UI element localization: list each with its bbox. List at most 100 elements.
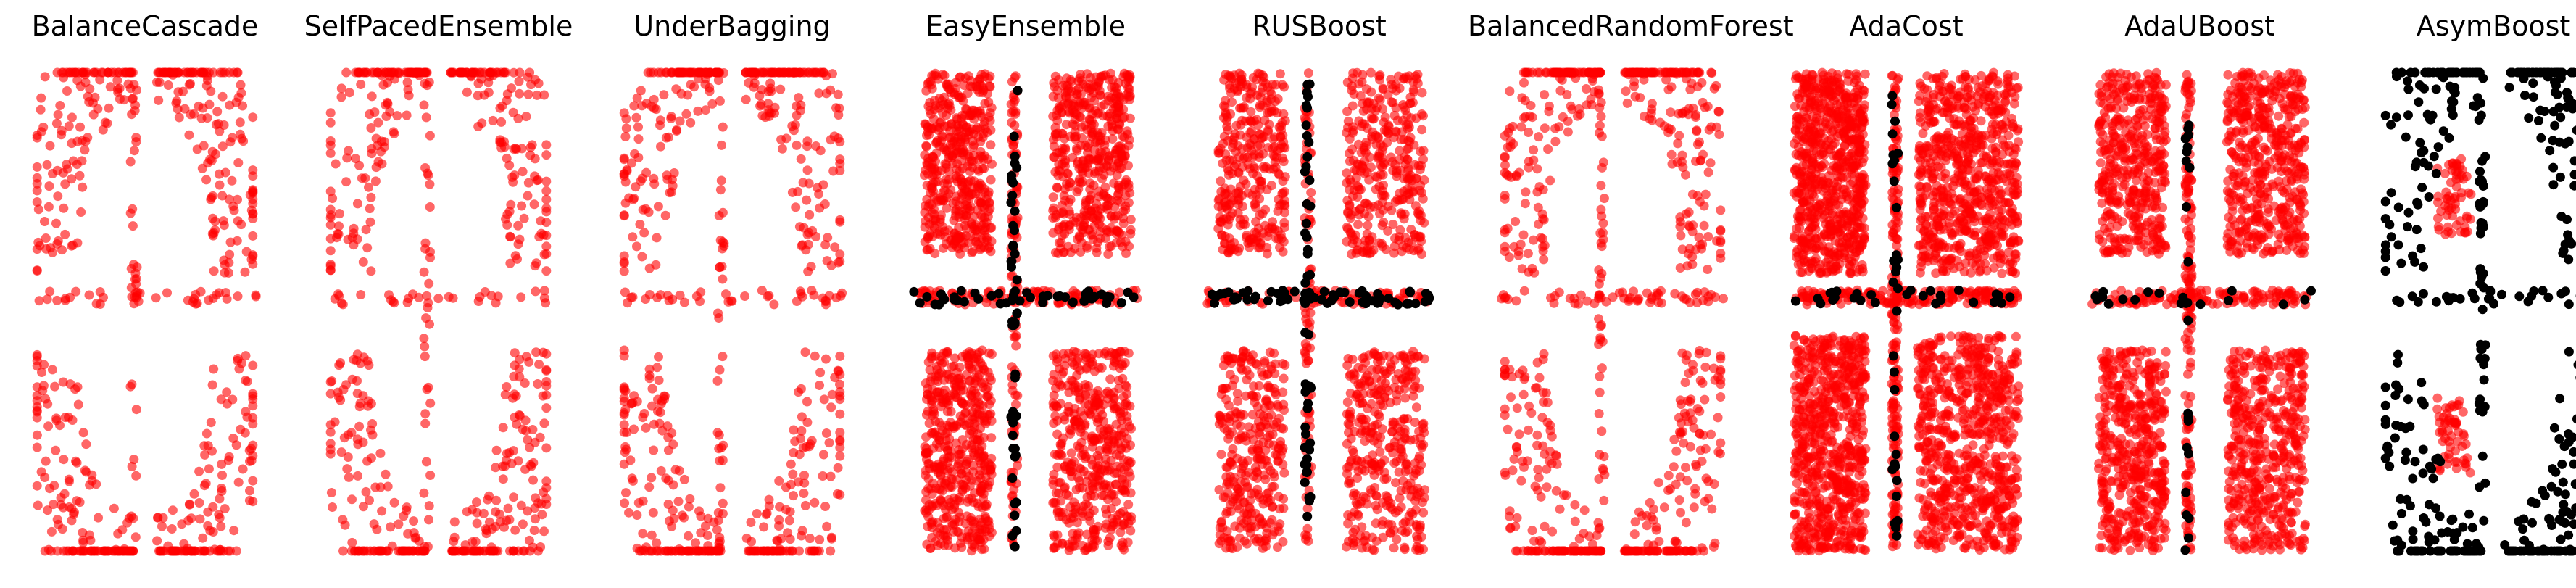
selected-point (757, 85, 767, 95)
selected-point (129, 455, 139, 465)
selected-point (1275, 504, 1284, 514)
selected-point (961, 468, 971, 478)
selected-point (201, 428, 212, 439)
selected-point (835, 217, 845, 227)
selected-point (921, 504, 931, 514)
unselected-point (1129, 292, 1139, 302)
selected-point (39, 360, 49, 370)
selected-point (987, 159, 997, 169)
selected-point (515, 372, 525, 382)
selected-point (835, 394, 845, 405)
selected-point (781, 133, 792, 144)
selected-point (225, 237, 236, 247)
selected-point (973, 165, 983, 174)
selected-point (192, 298, 202, 308)
selected-point (635, 220, 645, 229)
selected-point (633, 134, 644, 144)
selected-point (794, 93, 804, 103)
selected-point (420, 163, 431, 173)
selected-point (1228, 444, 1238, 454)
selected-point (80, 67, 90, 78)
selected-point (956, 194, 966, 204)
selected-point (38, 381, 49, 391)
selected-point (1342, 178, 1352, 188)
selected-point (333, 387, 343, 397)
selected-point (639, 228, 649, 238)
selected-point (65, 379, 75, 389)
selected-point (1066, 247, 1076, 257)
selected-point (1124, 241, 1134, 252)
selected-point (184, 130, 194, 140)
selected-point (621, 488, 631, 498)
selected-point (789, 125, 799, 136)
selected-point (1397, 526, 1407, 536)
selected-point (1070, 120, 1080, 131)
selected-point (1116, 92, 1126, 102)
selected-point (340, 520, 350, 530)
selected-point (225, 546, 235, 556)
selected-point (433, 294, 444, 304)
selected-point (220, 504, 230, 514)
selected-point (764, 291, 774, 301)
selected-point (251, 290, 261, 300)
selected-point (113, 84, 122, 94)
selected-point (669, 513, 679, 523)
selected-point (1108, 134, 1118, 144)
selected-point (425, 202, 435, 212)
selected-point (810, 351, 820, 361)
selected-point (325, 246, 336, 256)
selected-point (938, 394, 948, 405)
selected-point (419, 267, 429, 277)
selected-point (644, 263, 655, 273)
selected-point (1065, 178, 1075, 188)
selected-point (541, 203, 552, 213)
selected-point (236, 80, 246, 90)
selected-point (183, 67, 193, 78)
selected-point (468, 537, 478, 547)
selected-point (1389, 241, 1400, 252)
selected-point (344, 430, 353, 440)
selected-point (491, 445, 502, 455)
selected-point (78, 428, 88, 438)
selected-point (444, 291, 454, 302)
selected-point (233, 194, 242, 204)
selected-point (502, 153, 512, 163)
unselected-point (1007, 262, 1016, 272)
selected-point (636, 546, 647, 556)
selected-point (755, 67, 765, 78)
selected-point (361, 225, 371, 235)
selected-point (479, 90, 489, 100)
selected-point (510, 170, 520, 181)
selected-point (35, 241, 45, 251)
selected-point (1048, 479, 1058, 489)
selected-point (218, 216, 228, 226)
panel-title: SelfPacedEnsemble (304, 10, 573, 42)
selected-point (921, 470, 931, 480)
selected-point (1102, 484, 1112, 493)
selected-point (475, 546, 485, 556)
selected-point (1048, 205, 1058, 215)
selected-point (961, 104, 971, 114)
selected-point (718, 455, 728, 465)
selected-point (947, 143, 957, 153)
selected-point (636, 176, 646, 186)
selected-point (60, 229, 70, 239)
selected-point (424, 515, 433, 525)
selected-point (1074, 175, 1084, 185)
selected-point (1106, 116, 1116, 126)
selected-point (681, 109, 691, 119)
selected-point (178, 86, 188, 96)
selected-point (666, 114, 676, 123)
selected-point (986, 175, 996, 185)
panel-title: UnderBagging (633, 10, 831, 42)
panel-title: AdaUBoost (2124, 10, 2275, 42)
selected-point (1088, 484, 1098, 494)
selected-point (217, 91, 228, 102)
selected-point (660, 210, 670, 220)
selected-point (928, 152, 938, 162)
selected-point (715, 185, 726, 195)
selected-point (199, 141, 209, 151)
selected-point (186, 513, 196, 523)
selected-point (785, 507, 795, 517)
selected-point (1060, 228, 1070, 239)
